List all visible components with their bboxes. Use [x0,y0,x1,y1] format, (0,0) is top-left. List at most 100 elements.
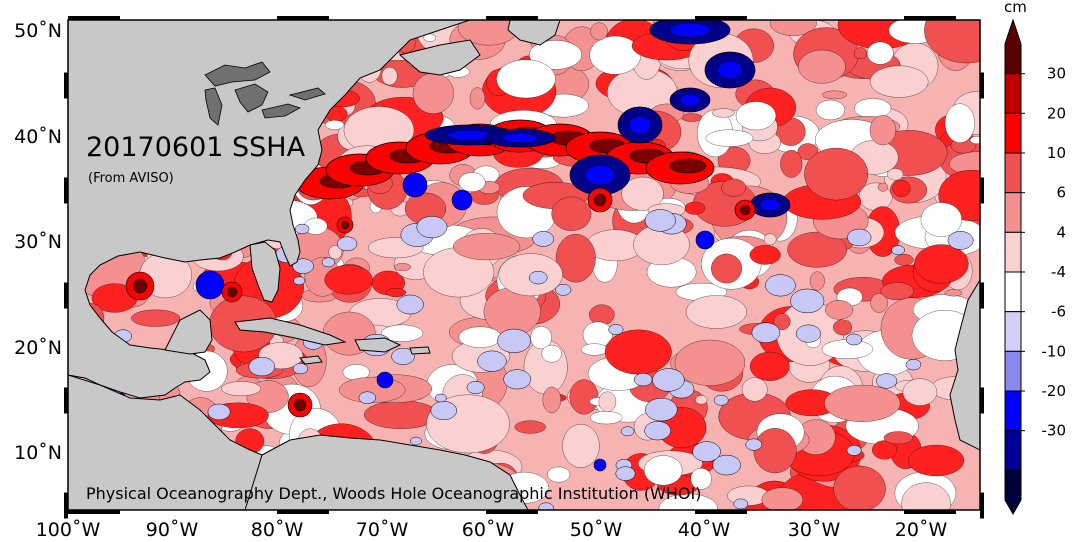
ssha-contour [385,288,406,298]
gulf-stream-core [669,158,707,174]
ssha-contour-negative [532,231,555,247]
colorbar-tick-label: 10 [1047,144,1066,162]
ssha-contour-negative [652,368,685,392]
colorbar-segment [1004,390,1022,432]
map-title: 20170601 SSHA [86,132,306,163]
ssha-contour [555,233,596,283]
great-lakes [204,61,326,126]
colorbar-segment [1004,469,1022,516]
map-frame-ticks [64,16,984,519]
ssha-contour [871,440,898,460]
ssha-contour [588,304,615,326]
colorbar-segment [1004,18,1022,75]
frame-bar [904,16,956,20]
ssha-contour [773,313,791,331]
frame-bar [68,16,120,20]
ssha-contour [914,244,969,284]
ssha-contour-negative [644,421,671,441]
ssha-contour [324,264,373,295]
ssha-contour-negative [644,209,676,232]
ssha-contour-negative [292,363,309,375]
colorbar-unit: cm [1004,0,1027,16]
ssha-contour [869,115,897,146]
colorbar-tick-label: -10 [1042,342,1067,360]
frame-bar [904,510,956,514]
colorbar: cm 30 20 10 6 4 -4 -6 -10 -20 -30 [1004,0,1067,516]
frame-bar [486,510,538,514]
positive-eddy-core [293,398,307,412]
ssha-contour [901,482,951,510]
ssha-contour-negative [633,372,653,387]
ssha-contour [749,245,781,265]
negative-eddy-core [717,60,743,80]
land-south-america [244,434,529,510]
ssha-contour [894,253,914,266]
negative-eddy-small [593,458,607,472]
ssha-contour [833,319,852,336]
ssha-contour-negative [477,350,507,372]
ssha-contour-negative [416,215,448,239]
ssha-contour [804,147,869,201]
ssha-contour [547,466,571,483]
frame-bar [980,177,984,204]
ssha-contour [685,295,747,329]
ssha-contour [452,233,521,261]
ssha-contour [562,423,600,468]
colorbar-segment [1004,350,1022,392]
ssha-contour [887,168,904,181]
land-newfoundland [507,20,561,46]
negative-eddy-small [376,371,394,389]
longitude-label: 90˚W [146,519,199,541]
positive-eddy-core [739,204,751,216]
ssha-contour-negative [528,270,548,285]
ssha-contour-negative [358,391,376,404]
colorbar-segment [1004,271,1022,313]
ssha-contour [542,386,562,414]
colorbar-segment [1004,430,1022,471]
frame-bar [64,72,68,99]
land-cuba [234,317,347,346]
land-jamaica [299,355,323,365]
ssha-contour-negative [765,274,796,297]
longitude-label: 20˚W [895,519,948,541]
longitude-label: 30˚W [788,519,841,541]
negative-eddy-core [669,22,711,38]
negative-eddy-small [402,172,428,198]
latitude-label: 40˚N [14,126,62,148]
ssha-contour [221,381,261,397]
frame-bar [695,16,747,20]
ssha-contour [324,119,345,130]
ssha-contour [824,384,901,422]
ssha-contour [902,378,938,406]
ssha-contour [711,108,735,118]
ssha-contour [944,103,976,143]
frame-bar [486,16,538,20]
negative-eddy-core [759,198,781,212]
ssha-contour [514,420,546,434]
ssha-contour [735,101,777,131]
land-nova-scotia [398,39,481,76]
frame-bar [277,16,329,20]
latitude-label: 50˚N [14,20,62,42]
land-hispaniola [354,337,402,353]
ssha-contour [530,326,552,350]
ssha-contour-negative [295,223,310,235]
ssha-contour-negative [292,258,314,274]
ssha-contour [381,66,398,86]
ssha-anomaly-field [68,20,980,510]
ssha-contour-negative [891,245,905,256]
ssha-contour [761,487,804,510]
negative-eddy-core [502,133,538,143]
ssha-contour [528,40,583,70]
ssha-contour [681,113,703,122]
positive-eddy-core [340,220,350,230]
ssha-contour [674,339,746,386]
ssha-contour [684,201,706,215]
ssha-contour [393,262,411,272]
colorbar-tick-label: 20 [1047,104,1066,122]
colorbar-segment [1004,112,1022,154]
ssha-contour-negative [795,324,821,343]
colorbar-segment [1004,311,1022,352]
ssha-contour [569,379,599,415]
